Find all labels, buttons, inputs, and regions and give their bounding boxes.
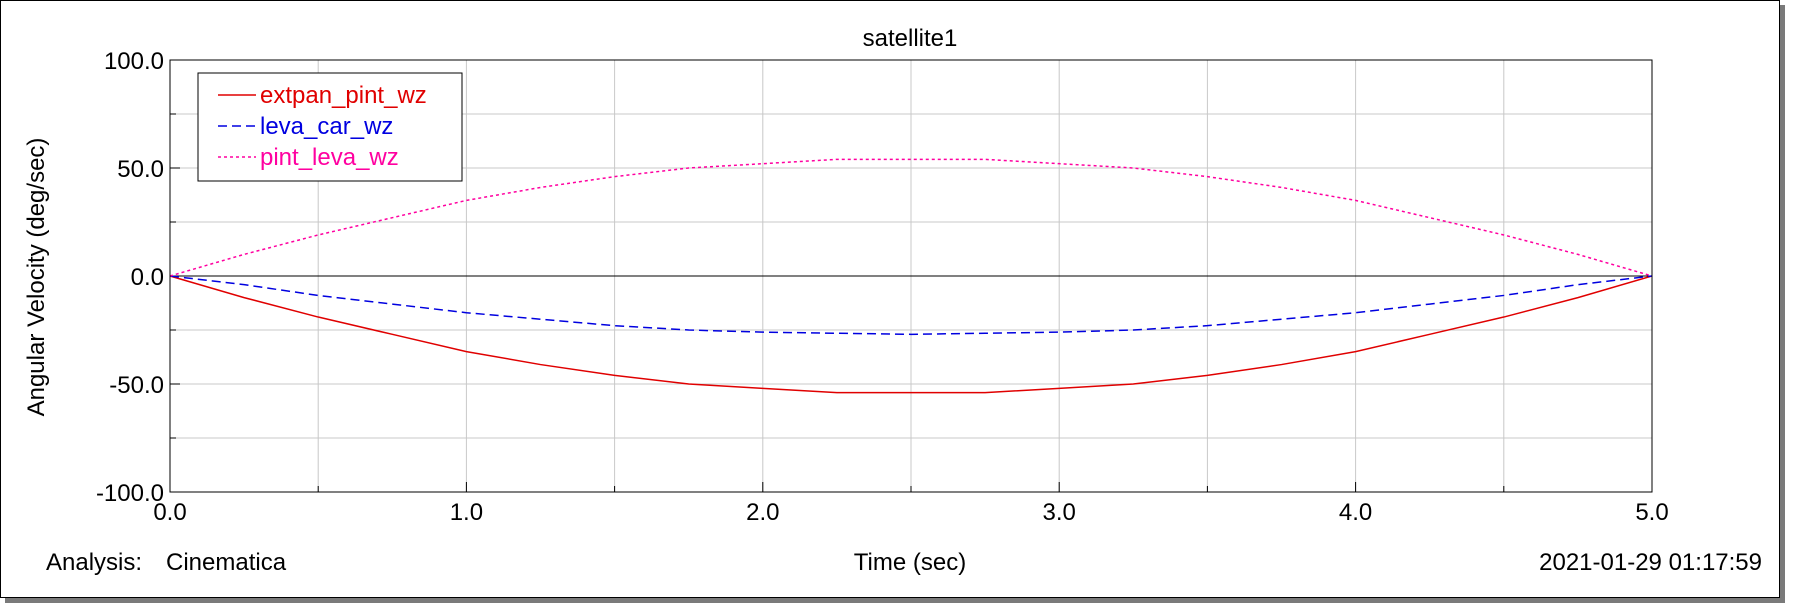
analysis-value: Cinematica bbox=[166, 549, 287, 576]
y-tick-label: -50.0 bbox=[109, 372, 164, 399]
ticks: 0.0 1.0 2.0 3.0 4.0 5.0 100.0 50.0 0.0 -50.0 -100.… bbox=[96, 48, 1669, 526]
series-line-extpan_pint_wz bbox=[169, 275, 1653, 394]
legend-box bbox=[197, 72, 463, 182]
y-tick-label: 0.0 bbox=[131, 264, 164, 291]
x-axis-label: Time (sec) bbox=[854, 549, 966, 576]
y-tick-label: 100.0 bbox=[104, 48, 164, 75]
analysis-label: Analysis: bbox=[46, 549, 142, 576]
y-axis-label: Angular Velocity (deg/sec) bbox=[23, 138, 50, 417]
y-tick-label: -100.0 bbox=[96, 480, 164, 507]
legend: extpan_pint_wz leva_car_wz pint_leva_wz bbox=[197, 72, 463, 182]
series-group bbox=[169, 158, 1653, 394]
legend-label: extpan_pint_wz bbox=[260, 82, 427, 109]
x-tick-label: 4.0 bbox=[1339, 499, 1372, 526]
legend-label: leva_car_wz bbox=[260, 113, 393, 140]
plot-area bbox=[169, 59, 1653, 493]
series-line-leva_car_wz bbox=[169, 275, 1653, 336]
legend-label: pint_leva_wz bbox=[260, 144, 399, 171]
x-tick-label: 2.0 bbox=[746, 499, 779, 526]
y-tick-label: 50.0 bbox=[117, 156, 164, 183]
x-tick-label: 5.0 bbox=[1635, 499, 1668, 526]
x-tick-label: 0.0 bbox=[153, 499, 186, 526]
x-tick-label: 3.0 bbox=[1043, 499, 1076, 526]
x-tick-label: 1.0 bbox=[450, 499, 483, 526]
timestamp: 2021-01-29 01:17:59 bbox=[1539, 549, 1762, 576]
chart-title: satellite1 bbox=[863, 25, 958, 52]
